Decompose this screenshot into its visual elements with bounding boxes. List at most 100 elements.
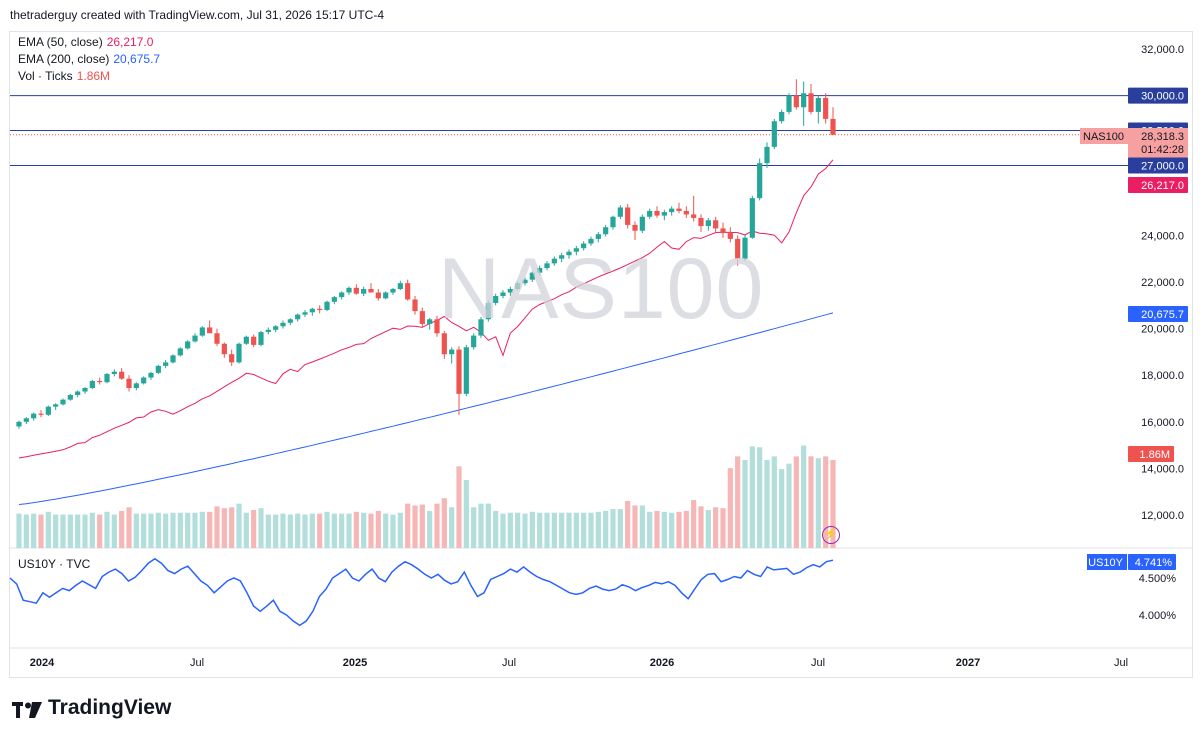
level-30000-tag-bg: [1128, 87, 1188, 104]
lightning-icon[interactable]: ⚡: [822, 526, 840, 544]
candle-body: [185, 341, 191, 349]
candle-body: [75, 391, 81, 396]
volume-bar: [735, 456, 741, 548]
candle-body: [170, 355, 176, 363]
volume-bar: [199, 511, 205, 548]
us10y-legend[interactable]: US10Y · TVC: [18, 556, 90, 572]
last-price-tag-bg: [1128, 128, 1188, 158]
volume-bar: [639, 505, 645, 548]
price-axis-label: 32,000.0: [1141, 44, 1184, 56]
volume-bar: [573, 512, 579, 548]
volume-bar: [485, 503, 491, 548]
ema200-line: [18, 312, 834, 505]
volume-bar: [97, 514, 103, 548]
tradingview-logo[interactable]: TradingView: [12, 696, 171, 720]
candle-body: [287, 319, 293, 323]
candle-body: [45, 406, 51, 415]
candle-body: [16, 421, 22, 427]
candle-body: [331, 297, 337, 302]
price-axis-label: 18,000.0: [1141, 370, 1184, 382]
volume-bar: [793, 456, 799, 548]
volume-bar: [632, 505, 638, 548]
candle-body: [603, 227, 609, 235]
candle-body: [720, 228, 726, 234]
candle-body: [808, 93, 814, 112]
volume-bar: [273, 514, 279, 548]
volume-bar: [647, 511, 653, 548]
volume-bar: [265, 514, 271, 548]
candle-body: [559, 255, 565, 259]
candle-body: [815, 97, 821, 112]
candle-body: [441, 333, 447, 355]
time-axis-label: 2027: [956, 657, 980, 669]
volume-bar: [830, 460, 836, 548]
volume-legend[interactable]: Vol · Ticks 1.86M: [18, 68, 110, 84]
volume-bar: [610, 509, 616, 548]
candle-body: [749, 198, 755, 238]
ema50-tag-bg: [1128, 177, 1188, 193]
volume-bar: [515, 512, 521, 548]
level-27000-tag: 27,000.0: [1141, 161, 1184, 173]
volume-bar: [243, 512, 249, 548]
candle-body: [427, 319, 433, 324]
volume-bar: [441, 498, 447, 548]
volume-bar: [595, 511, 601, 548]
candle-body: [793, 95, 799, 108]
candle-body: [830, 118, 836, 135]
volume-bar: [507, 512, 513, 548]
candle-body: [324, 301, 330, 310]
volume-bar: [456, 466, 462, 548]
countdown-tag: 01:42:28: [1141, 144, 1184, 156]
ema50-legend[interactable]: EMA (50, close) 26,217.0: [18, 34, 153, 50]
us10y-value-tag-bg: [1128, 554, 1176, 570]
candle-body: [683, 210, 689, 215]
volume-bar: [617, 509, 623, 548]
candle-body: [566, 251, 572, 256]
candle-body: [801, 93, 807, 108]
volume-bar: [38, 514, 44, 548]
volume-bar: [236, 503, 242, 548]
candle-body: [155, 365, 161, 373]
candle-body: [786, 95, 792, 112]
volume-bar: [361, 512, 367, 548]
candle-body: [346, 287, 352, 293]
candle-body: [368, 288, 374, 293]
candle-body: [353, 287, 359, 294]
price-axis-label: 12,000.0: [1141, 510, 1184, 522]
volume-bar: [221, 508, 227, 548]
price-axis-label: 24,000.0: [1141, 230, 1184, 242]
candle-body: [67, 395, 73, 400]
volume-bar: [67, 514, 73, 548]
volume-bar: [53, 514, 59, 548]
time-axis-label: Jul: [190, 657, 204, 669]
candle-body: [251, 336, 257, 345]
candle-body: [588, 238, 594, 244]
volume-bar: [155, 512, 161, 548]
ema50-legend-label: EMA (50, close): [18, 35, 103, 49]
ema50-legend-value: 26,217.0: [106, 35, 154, 49]
candle-body: [258, 332, 264, 345]
volume-bar: [463, 480, 469, 548]
ema50-line: [18, 159, 834, 459]
volume-bar: [698, 506, 704, 548]
tv-logo-icon: [12, 700, 42, 718]
symbol-tag: NAS100: [1083, 131, 1124, 143]
candle-body: [573, 248, 579, 252]
volume-bar: [119, 510, 125, 548]
volume-bar: [163, 513, 169, 548]
price-axis-label: 14,000.0: [1141, 463, 1184, 475]
volume-bar: [529, 511, 535, 548]
volume-bar: [727, 468, 733, 548]
candle-body: [82, 388, 88, 392]
candle-body: [383, 292, 389, 299]
candle-body: [625, 207, 631, 225]
volume-bar: [500, 513, 506, 548]
volume-bar: [346, 513, 352, 548]
candle-body: [742, 237, 748, 259]
price-axis-label: 16,000.0: [1141, 417, 1184, 429]
candle-body: [669, 208, 675, 213]
ema200-legend[interactable]: EMA (200, close) 20,675.7: [18, 51, 160, 67]
volume-bar: [287, 514, 293, 548]
volume-bar: [133, 513, 139, 548]
